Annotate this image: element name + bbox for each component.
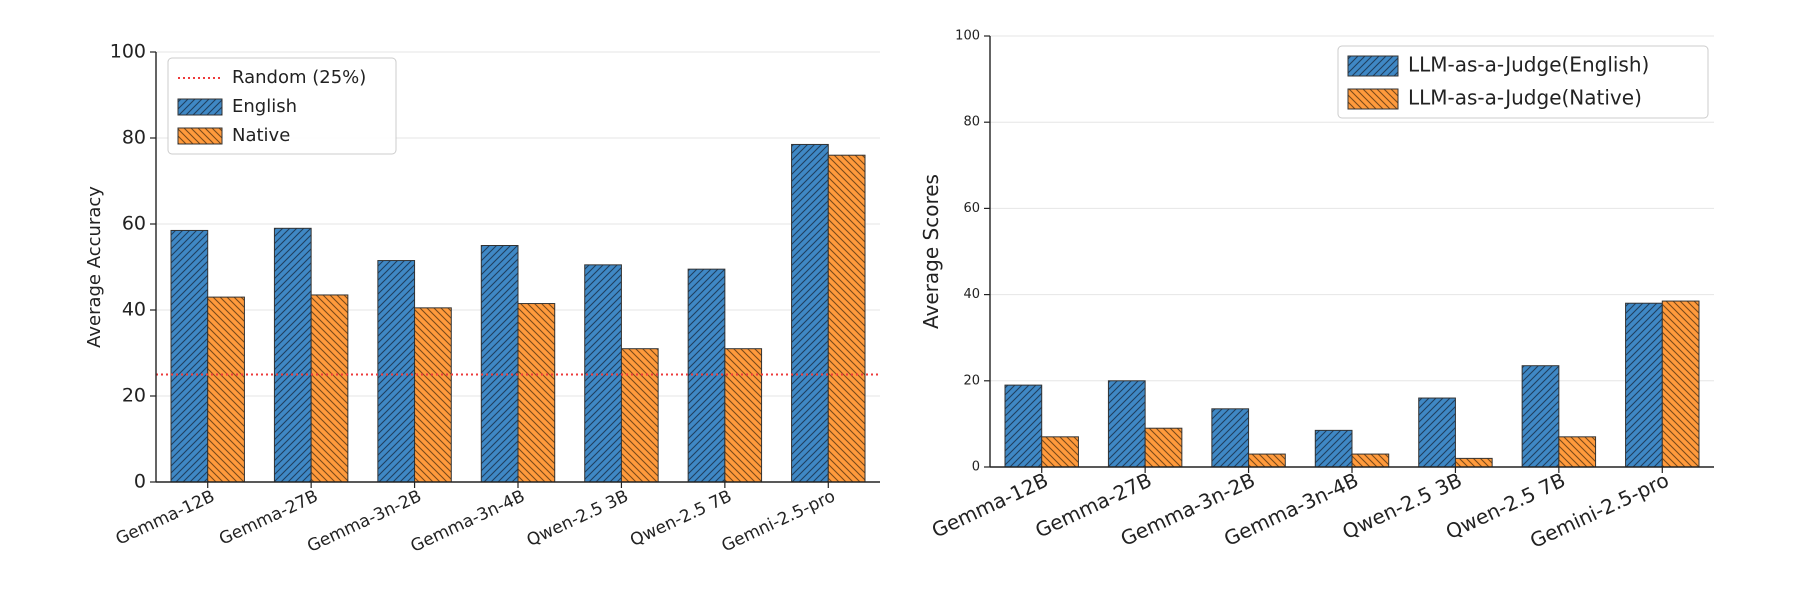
bar-native: [310, 294, 349, 483]
bar-native: [414, 307, 452, 483]
bar-llm-as-a-judge-native-: [1454, 457, 1493, 468]
x-tick-label: Qwen-2.5 3B: [524, 486, 632, 550]
bar-llm-as-a-judge-english-: [1004, 384, 1043, 468]
scores-chart: 020406080100Gemma-12BGemma-27BGemma-3n-2…: [919, 29, 1714, 553]
y-tick-label: 40: [963, 287, 980, 302]
bar-english: [584, 264, 622, 483]
y-axis-label: Average Accuracy: [84, 186, 105, 348]
bar-llm-as-a-judge-native-: [1558, 436, 1597, 468]
bar-llm-as-a-judge-english-: [1107, 380, 1146, 468]
bar-llm-as-a-judge-native-: [1351, 453, 1390, 468]
x-tick-label: Qwen-2.5 7B: [627, 486, 735, 550]
bar-native: [620, 348, 659, 483]
y-tick-label: 20: [122, 385, 146, 407]
legend-label-english: LLM-as-a-Judge(English): [1408, 53, 1649, 77]
y-axis-label: Average Scores: [919, 174, 943, 329]
accuracy-chart: 020406080100Gemma-12BGemma-27BGemma-3n-2…: [84, 41, 880, 557]
legend-box: [167, 57, 397, 155]
legend-random-label: Random (25%): [232, 67, 366, 88]
bar-native: [207, 296, 245, 483]
legend-box: [1337, 45, 1709, 119]
legend: LLM-as-a-Judge(English) LLM-as-a-Judge(Na…: [1337, 45, 1709, 119]
bar-english: [170, 229, 209, 483]
y-tick-label: 0: [972, 460, 980, 475]
y-tick-label: 100: [110, 41, 146, 63]
bar-llm-as-a-judge-english-: [1521, 365, 1560, 468]
legend-swatch-native: [1347, 88, 1399, 110]
bar-llm-as-a-judge-english-: [1625, 302, 1663, 468]
bar-llm-as-a-judge-native-: [1248, 453, 1286, 468]
y-tick-label: 80: [122, 127, 146, 149]
bar-english: [687, 268, 726, 483]
bar-english: [791, 143, 829, 483]
legend-label-native: Native: [232, 125, 290, 146]
legend-swatch-english: [177, 98, 223, 116]
bar-llm-as-a-judge-native-: [1661, 300, 1700, 468]
legend-swatch-native: [177, 127, 223, 145]
y-tick-label: 60: [963, 201, 980, 216]
y-tick-label: 60: [122, 213, 146, 235]
legend: Random (25%) English Native: [167, 57, 397, 155]
y-tick-label: 40: [122, 299, 146, 321]
x-tick-label: Gemma-3n-4B: [408, 486, 528, 556]
legend-label-native: LLM-as-a-Judge(Native): [1408, 86, 1642, 110]
bar-native: [827, 154, 866, 483]
y-tick-label: 0: [134, 471, 146, 493]
bar-llm-as-a-judge-english-: [1314, 429, 1353, 468]
bar-english: [377, 260, 416, 483]
bar-llm-as-a-judge-english-: [1418, 397, 1456, 468]
x-tick-label: Gemma-3n-2B: [304, 486, 424, 556]
bar-english: [273, 227, 312, 483]
x-tick-label: Gemma-12B: [113, 486, 218, 549]
y-tick-label: 20: [963, 373, 980, 388]
bar-native: [724, 348, 763, 483]
legend-label-english: English: [232, 96, 297, 117]
x-tick-label: Gemni-2.5-pro: [719, 486, 839, 556]
y-tick-label: 80: [963, 115, 980, 130]
bar-llm-as-a-judge-native-: [1144, 427, 1183, 468]
bar-english: [480, 245, 519, 483]
legend-swatch-english: [1347, 55, 1399, 77]
x-tick-label: Gemma-12B: [928, 468, 1052, 543]
bar-llm-as-a-judge-native-: [1041, 436, 1079, 468]
bar-native: [517, 303, 556, 483]
bar-llm-as-a-judge-english-: [1211, 408, 1250, 468]
y-tick-label: 100: [955, 29, 980, 44]
